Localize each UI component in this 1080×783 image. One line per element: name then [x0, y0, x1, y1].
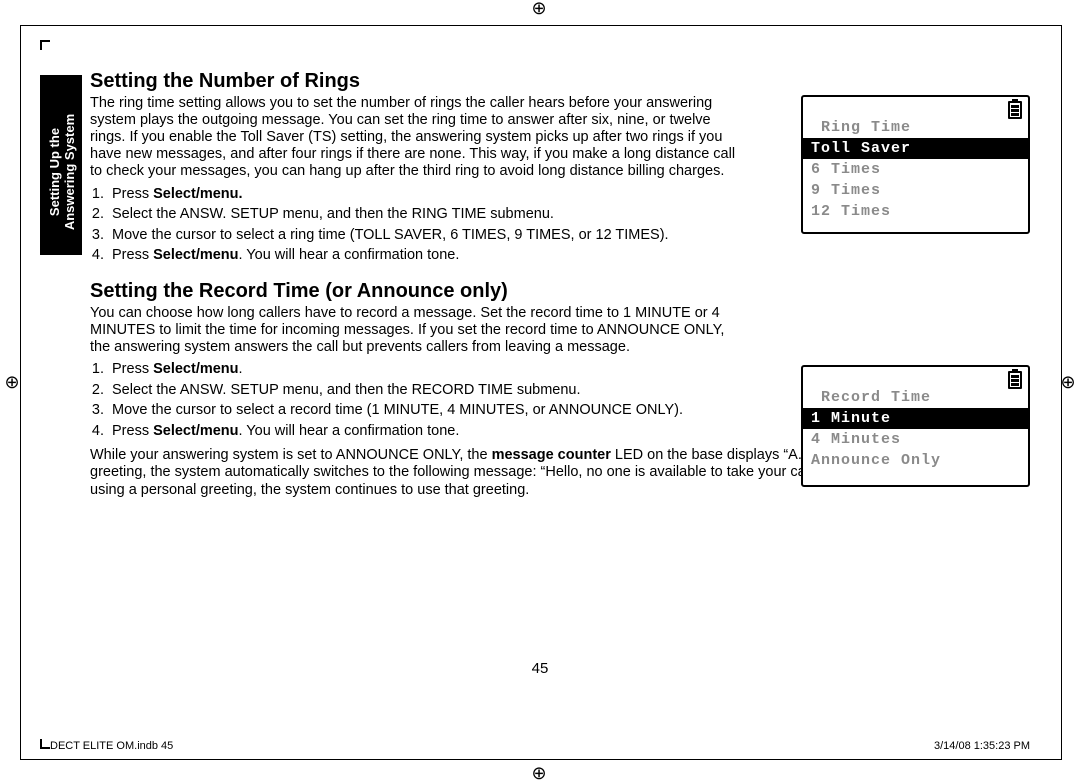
lcd2-item-selected: 1 Minute: [803, 408, 1028, 429]
tab-line1: Setting Up the: [47, 128, 62, 216]
lcd2-item: Announce Only: [803, 450, 1028, 471]
crop-corner: [40, 739, 42, 749]
crop-mark-top: ⊕: [531, 0, 547, 16]
lcd2-title: Record Time: [803, 367, 1028, 408]
section1-para: The ring time setting allows you to set …: [90, 95, 740, 181]
lcd1-item: 9 Times: [803, 180, 1028, 201]
section1-heading: Setting the Number of Rings: [90, 70, 1030, 93]
footer-left: DECT ELITE OM.indb 45: [50, 740, 173, 752]
crop-corner: [40, 40, 42, 50]
step: Press Select/menu. You will hear a confi…: [108, 246, 1030, 266]
page-number: 45: [0, 660, 1080, 677]
lcd2-item: 4 Minutes: [803, 429, 1028, 450]
battery-icon: [1008, 371, 1022, 389]
footer-right: 3/14/08 1:35:23 PM: [934, 740, 1030, 752]
lcd1-title: Ring Time: [803, 97, 1028, 138]
section2-heading: Setting the Record Time (or Announce onl…: [90, 280, 1030, 303]
page-content: Setting the Number of Rings The ring tim…: [90, 70, 1030, 503]
crop-mark-right: ⊕: [1060, 374, 1076, 390]
section2-para: You can choose how long callers have to …: [90, 305, 740, 356]
lcd-record-time: Record Time 1 Minute 4 Minutes Announce …: [801, 365, 1030, 487]
lcd1-item-selected: Toll Saver: [803, 138, 1028, 159]
lcd1-item: 12 Times: [803, 201, 1028, 222]
battery-icon: [1008, 101, 1022, 119]
lcd-ring-time: Ring Time Toll Saver 6 Times 9 Times 12 …: [801, 95, 1030, 234]
crop-mark-left: ⊕: [4, 374, 20, 390]
crop-mark-bottom: ⊕: [531, 765, 547, 781]
section-tab: Setting Up the Answering System: [40, 75, 82, 255]
tab-line2: Answering System: [62, 114, 77, 230]
lcd1-item: 6 Times: [803, 159, 1028, 180]
